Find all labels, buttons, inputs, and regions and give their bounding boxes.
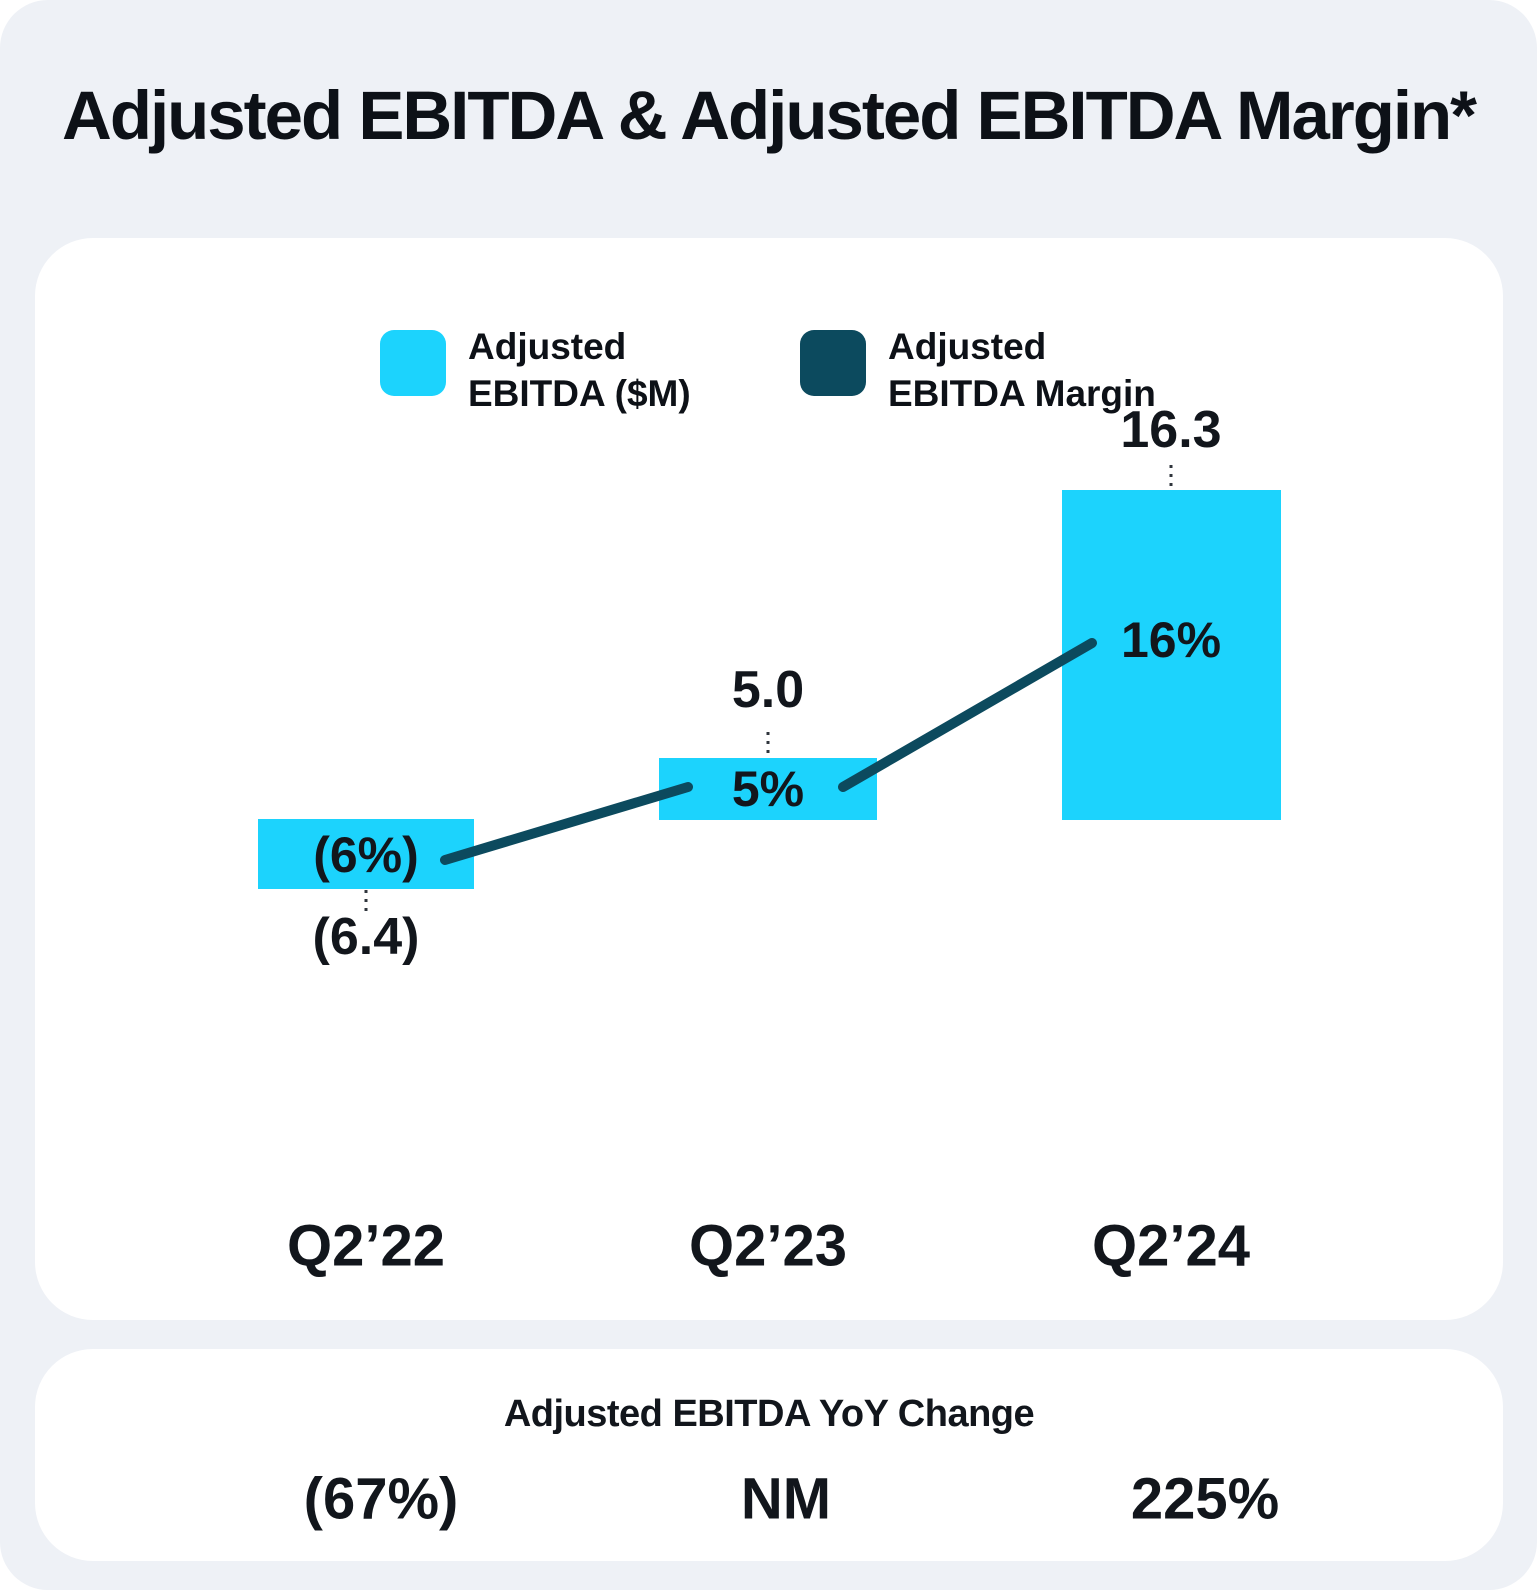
legend-label-adjusted-ebitda: Adjusted EBITDA ($M)	[468, 324, 691, 417]
yoy-value-q2-22: (67%)	[303, 1466, 459, 1532]
ebitda-value-q2-23: 5.0	[731, 661, 805, 719]
legend-label-line: Adjusted	[468, 326, 627, 367]
margin-line-segment-2	[838, 638, 1097, 792]
legend-label-line: EBITDA ($M)	[468, 372, 691, 414]
ebitda-value-q2-22: (6.4)	[312, 908, 420, 966]
yoy-value-q2-23: NM	[740, 1466, 832, 1532]
ebitda-value-q2-24: 16.3	[1120, 401, 1222, 459]
chart-card: Adjusted EBITDA ($M) Adjusted EBITDA Mar…	[35, 238, 1503, 1320]
margin-line-layer	[364, 465, 1173, 915]
yoy-heading: Adjusted EBITDA YoY Change	[503, 1393, 1035, 1435]
margin-label-q2-23: 5%	[731, 761, 805, 817]
bar-q2-22	[258, 819, 474, 889]
legend-swatch-ebitda-margin	[800, 330, 866, 396]
legend-label-line: EBITDA Margin	[888, 372, 1156, 414]
bar-q2-24	[1062, 490, 1281, 820]
legend-swatch-adjusted-ebitda	[380, 330, 446, 396]
yoy-change-card: Adjusted EBITDA YoY Change (67%) NM 225%	[35, 1349, 1503, 1561]
margin-label-q2-24: 16%	[1120, 612, 1222, 668]
margin-line-segment-1	[440, 782, 693, 865]
x-axis-label-q2-23: Q2’23	[689, 1213, 847, 1279]
margin-label-q2-22: (6%)	[313, 827, 419, 883]
x-axis-label-q2-24: Q2’24	[1092, 1213, 1250, 1279]
legend-label-line: Adjusted	[888, 326, 1047, 367]
x-axis-label-q2-22: Q2’22	[287, 1213, 445, 1279]
page-title: Adjusted EBITDA & Adjusted EBITDA Margin…	[61, 77, 1477, 154]
yoy-value-q2-24: 225%	[1130, 1466, 1280, 1532]
legend-label-ebitda-margin: Adjusted EBITDA Margin	[888, 324, 1156, 417]
